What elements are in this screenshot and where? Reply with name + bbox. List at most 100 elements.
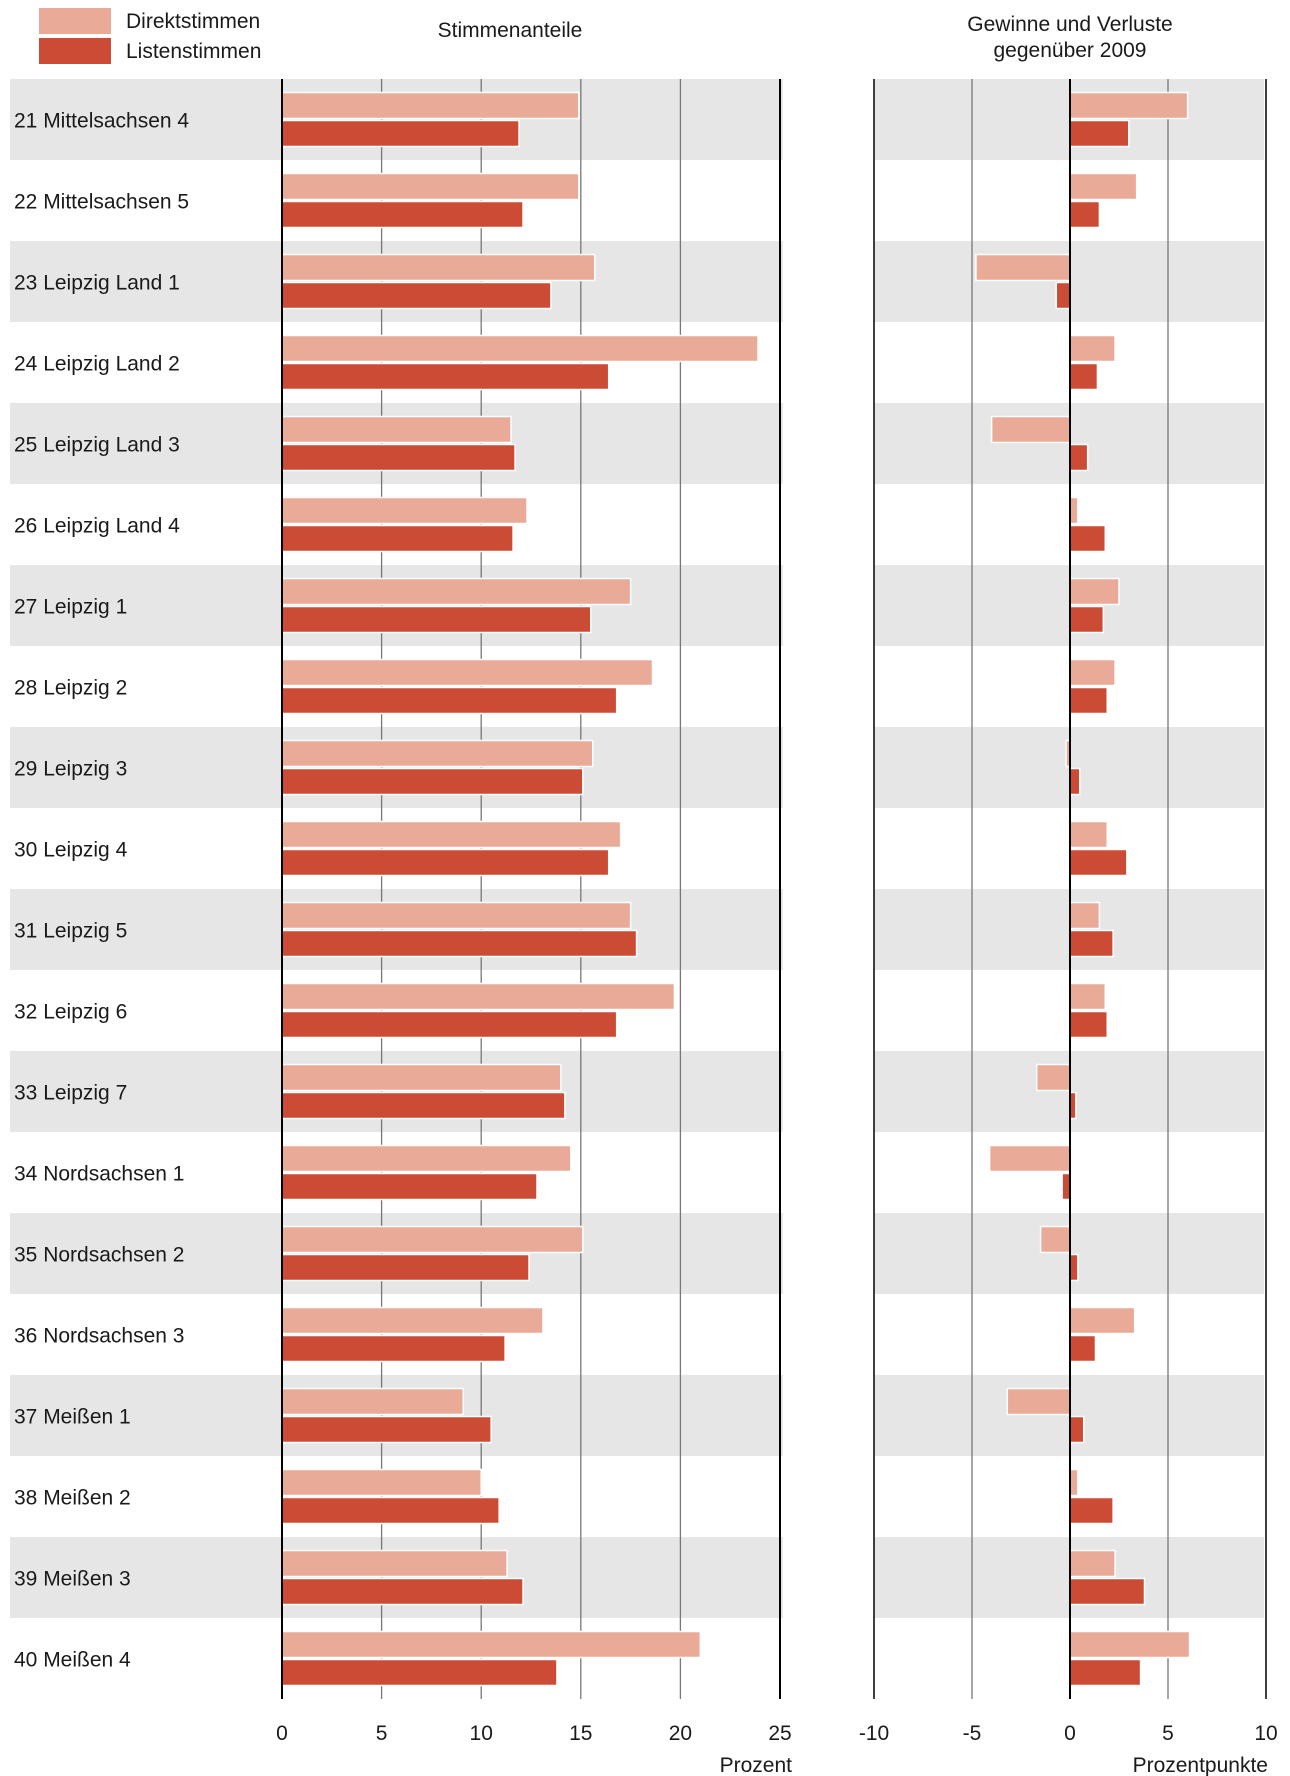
bar-left-direkt: [281, 1387, 465, 1416]
category-label: 28 Leipzig 2: [14, 677, 127, 700]
bar-right-liste: [1069, 1658, 1142, 1687]
bar-left-direkt: [281, 1468, 482, 1497]
category-label: 23 Leipzig Land 1: [14, 272, 180, 295]
bar-left-direkt: [281, 1306, 544, 1335]
bar-right-direkt: [1069, 658, 1116, 687]
tick-label-left: 20: [669, 1722, 692, 1745]
bar-right-liste: [1069, 1010, 1108, 1039]
bar-left-liste: [281, 119, 520, 148]
bar-right-direkt: [1069, 901, 1101, 930]
bar-right-liste: [1069, 686, 1108, 715]
tick-label-right: 5: [1162, 1722, 1174, 1745]
category-label: 27 Leipzig 1: [14, 596, 127, 619]
bar-right-liste: [1061, 1172, 1071, 1201]
bar-right-direkt: [1069, 577, 1120, 606]
bar-right-liste: [1069, 119, 1130, 148]
bar-right-liste: [1069, 1334, 1097, 1363]
tick-label-left: 10: [470, 1722, 493, 1745]
bar-right-liste: [1069, 200, 1101, 229]
category-label: 29 Leipzig 3: [14, 758, 127, 781]
bar-right-direkt: [1006, 1387, 1071, 1416]
bar-left-direkt: [281, 253, 596, 282]
bar-right-liste: [1069, 362, 1099, 391]
bar-left-liste: [281, 767, 584, 796]
bar-left-direkt: [281, 982, 676, 1011]
bar-right-direkt: [1069, 496, 1079, 525]
legend-label-listenstimmen: Listenstimmen: [126, 40, 262, 63]
tick-label-right: -10: [859, 1722, 889, 1745]
category-label: 37 Meißen 1: [14, 1406, 131, 1429]
bar-left-direkt: [281, 1630, 702, 1659]
legend-swatch-direktstimmen: [39, 8, 111, 34]
tick-label-left: 0: [276, 1722, 288, 1745]
category-label: 38 Meißen 2: [14, 1487, 131, 1510]
legend-label-direktstimmen: Direktstimmen: [126, 10, 261, 33]
bar-left-direkt: [281, 820, 622, 849]
bar-right-liste: [1069, 1415, 1085, 1444]
bar-right-direkt: [1069, 982, 1107, 1011]
bar-left-liste: [281, 200, 524, 229]
tick-label-right: 10: [1254, 1722, 1277, 1745]
bar-left-liste: [281, 443, 516, 472]
bar-left-liste: [281, 686, 618, 715]
bar-right-liste: [1069, 1577, 1146, 1606]
bar-left-liste: [281, 524, 514, 553]
bar-left-liste: [281, 1658, 558, 1687]
bar-right-direkt: [1069, 820, 1108, 849]
category-label: 26 Leipzig Land 4: [14, 515, 180, 538]
bar-right-liste: [1069, 1496, 1114, 1525]
x-axis-title-right: Prozentpunkte: [1133, 1754, 1268, 1776]
bar-right-direkt: [1039, 1225, 1071, 1254]
bar-right-liste: [1069, 605, 1105, 634]
bar-right-liste: [1069, 929, 1114, 958]
bar-left-direkt: [281, 415, 512, 444]
bar-left-direkt: [281, 1225, 584, 1254]
bar-left-liste: [281, 1577, 524, 1606]
category-label: 25 Leipzig Land 3: [14, 434, 180, 457]
bar-left-direkt: [281, 1063, 562, 1092]
category-label: 21 Mittelsachsen 4: [14, 110, 189, 133]
tick-label-left: 25: [768, 1722, 791, 1745]
category-label: 30 Leipzig 4: [14, 839, 128, 862]
category-label: 39 Meißen 3: [14, 1568, 131, 1591]
bar-right-liste: [1069, 1253, 1079, 1282]
tick-label-right: -5: [963, 1722, 982, 1745]
left-chart-title: Stimmenanteile: [437, 19, 583, 42]
category-label: 40 Meißen 4: [14, 1649, 131, 1672]
bar-right-direkt: [990, 415, 1071, 444]
category-label: 24 Leipzig Land 2: [14, 353, 180, 376]
bar-left-liste: [281, 281, 552, 310]
bar-left-direkt: [281, 172, 580, 201]
bar-left-direkt: [281, 901, 632, 930]
bar-left-liste: [281, 929, 638, 958]
legend-swatch-listenstimmen: [39, 38, 111, 64]
bar-left-liste: [281, 605, 592, 634]
bar-right-direkt: [1035, 1063, 1071, 1092]
bar-right-direkt: [1069, 334, 1116, 363]
right-chart-title-line1: Gewinne und Verluste: [967, 13, 1173, 36]
bar-left-direkt: [281, 1549, 508, 1578]
category-label: 34 Nordsachsen 1: [14, 1163, 184, 1186]
category-label: 31 Leipzig 5: [14, 920, 127, 943]
category-label: 35 Nordsachsen 2: [14, 1244, 184, 1267]
bar-right-direkt: [1069, 1549, 1116, 1578]
bar-right-liste: [1069, 524, 1107, 553]
bar-right-liste: [1069, 443, 1089, 472]
bar-left-liste: [281, 1496, 500, 1525]
bar-left-direkt: [281, 739, 594, 768]
bar-left-direkt: [281, 91, 580, 120]
bar-left-direkt: [281, 1144, 572, 1173]
tick-label-left: 15: [569, 1722, 592, 1745]
right-chart-title-line2: gegenüber 2009: [993, 39, 1147, 62]
bar-right-liste: [1055, 281, 1071, 310]
bar-left-direkt: [281, 658, 654, 687]
bar-left-direkt: [281, 577, 632, 606]
bar-left-direkt: [281, 334, 759, 363]
bar-right-direkt: [1069, 1306, 1136, 1335]
bar-right-liste: [1069, 848, 1128, 877]
bar-right-direkt: [1069, 1630, 1191, 1659]
category-label: 36 Nordsachsen 3: [14, 1325, 184, 1348]
bar-right-direkt: [1069, 172, 1138, 201]
